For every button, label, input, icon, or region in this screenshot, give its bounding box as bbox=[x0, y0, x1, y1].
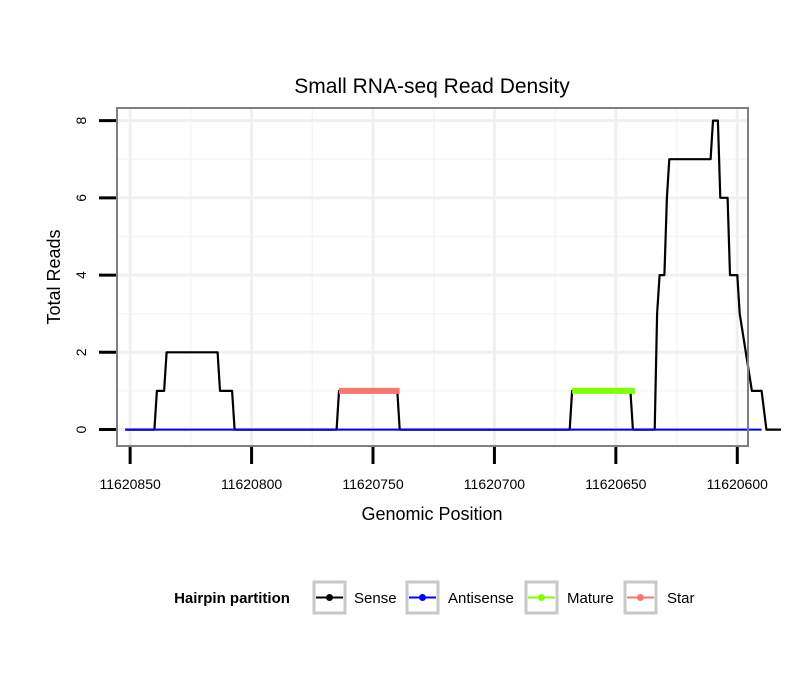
x-tick-label: 11620850 bbox=[100, 476, 161, 492]
y-tick-label: 8 bbox=[73, 116, 89, 124]
legend-label: Antisense bbox=[448, 590, 514, 607]
x-tick-label: 11620750 bbox=[342, 476, 403, 492]
y-tick-label: 4 bbox=[73, 271, 89, 279]
legend-title: Hairpin partition bbox=[174, 590, 290, 607]
legend-label: Mature bbox=[567, 590, 614, 607]
x-tick-label: 11620700 bbox=[464, 476, 525, 492]
plot-panel-border bbox=[116, 107, 749, 447]
y-tick-label: 2 bbox=[73, 348, 89, 356]
x-axis-label: Genomic Position bbox=[361, 504, 502, 524]
legend-key-point bbox=[637, 594, 644, 601]
x-axis: 11620850 11620800 11620750 11620700 11620650… bbox=[100, 447, 768, 492]
x-tick-label: 11620800 bbox=[221, 476, 282, 492]
legend: Hairpin partition Sense Antisense Mature St… bbox=[174, 580, 695, 615]
legend-label: Star bbox=[667, 590, 695, 607]
chart-title: Small RNA-seq Read Density bbox=[294, 75, 570, 98]
legend-key-point bbox=[538, 594, 545, 601]
y-axis: 0 2 4 6 8 bbox=[73, 116, 116, 433]
legend-label: Sense bbox=[354, 590, 397, 607]
y-tick-label: 0 bbox=[73, 425, 89, 433]
data-series bbox=[125, 119, 781, 431]
x-tick-label: 11620650 bbox=[585, 476, 646, 492]
legend-key-point bbox=[326, 594, 333, 601]
y-tick-label: 6 bbox=[73, 194, 89, 202]
legend-key-point bbox=[419, 594, 426, 601]
x-tick-label: 11620600 bbox=[707, 476, 768, 492]
y-axis-label: Total Reads bbox=[44, 229, 64, 324]
legend-items: Sense Antisense Mature Star bbox=[312, 580, 695, 615]
